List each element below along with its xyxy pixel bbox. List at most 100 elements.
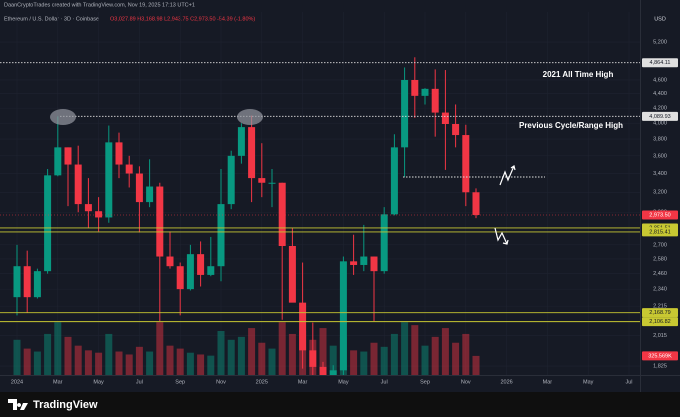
volume-bar xyxy=(237,336,245,375)
volume-bar xyxy=(197,354,205,375)
y-tick-label: 4,600 xyxy=(653,77,667,83)
volume-bar xyxy=(44,333,52,375)
candle-body xyxy=(288,245,296,303)
candle-body xyxy=(309,350,317,367)
volume-bar xyxy=(401,322,409,375)
candle-body xyxy=(33,271,41,298)
candle-body xyxy=(431,88,439,113)
level-label: 4,089.93 xyxy=(649,114,670,120)
candle-body xyxy=(115,142,123,165)
volume-bar xyxy=(115,351,123,375)
candle-body xyxy=(258,178,266,183)
candle-body xyxy=(105,142,113,218)
candle-body xyxy=(54,147,62,176)
volume-bar xyxy=(462,333,470,375)
candle-body xyxy=(156,186,164,257)
volume-bar xyxy=(156,322,164,375)
level-badge xyxy=(642,58,678,68)
ohlc: O3,027.89 H3,168.98 L2,943.75 C2,973.50 … xyxy=(110,16,255,22)
x-tick-label: Sep xyxy=(175,379,185,385)
candle-body xyxy=(176,266,184,290)
volume-bar xyxy=(350,350,358,375)
y-tick-label: 3,600 xyxy=(653,153,667,159)
y-tick-label: 3,200 xyxy=(653,190,667,196)
candle-body xyxy=(237,127,245,156)
candle-body xyxy=(227,155,235,205)
y-tick-label: 5,200 xyxy=(653,39,667,45)
logo xyxy=(8,399,28,410)
hand-arrow xyxy=(494,227,509,245)
candle-body xyxy=(217,204,225,267)
candle-body xyxy=(370,256,378,272)
level-badge xyxy=(642,308,678,318)
y-tick-label: 2,460 xyxy=(653,271,667,277)
volume-bar xyxy=(421,345,429,375)
level-badge xyxy=(642,227,678,237)
x-tick-label: 2024 xyxy=(11,379,23,385)
candle-body xyxy=(401,79,409,148)
candle-body xyxy=(421,88,429,96)
x-tick-label: Jul xyxy=(136,379,143,385)
volume-bar xyxy=(23,348,31,375)
x-tick-label: Sep xyxy=(420,379,430,385)
brand: TradingView xyxy=(33,399,98,411)
y-tick-label: 2,580 xyxy=(653,256,667,262)
candle-body xyxy=(74,164,82,205)
candle-body xyxy=(166,256,174,267)
level-badge xyxy=(642,111,678,121)
y-tick-label: 4,200 xyxy=(653,106,667,112)
volume-bar xyxy=(84,350,92,375)
volume-bar xyxy=(166,345,174,375)
volume-bar xyxy=(217,331,225,375)
candle-body xyxy=(95,211,103,218)
candle-body xyxy=(44,175,52,272)
candle-body xyxy=(472,192,480,215)
footer xyxy=(0,392,680,417)
candle-body xyxy=(207,266,215,275)
x-tick-label: Jul xyxy=(381,379,388,385)
x-tick-label: May xyxy=(583,379,594,385)
volume-bar xyxy=(146,351,154,375)
x-tick-label: 2026 xyxy=(500,379,512,385)
level-label: 2,168.79 xyxy=(649,310,670,316)
volume-bar xyxy=(380,346,388,375)
caption: DaanCryptoTrades created with TradingVie… xyxy=(4,2,195,8)
candle-body xyxy=(135,173,143,203)
volume-bar xyxy=(329,345,337,375)
volume-bar xyxy=(248,328,256,375)
volume-bar xyxy=(472,355,480,375)
y-tick-label: 2,015 xyxy=(653,333,667,339)
candle-body xyxy=(380,214,388,272)
volume-bar xyxy=(186,352,194,375)
candle-body xyxy=(268,182,276,184)
x-tick-label: Nov xyxy=(216,379,226,385)
candle-body xyxy=(360,256,368,265)
candle-body xyxy=(197,254,205,275)
level-label: 4,864.11 xyxy=(649,60,670,66)
candle-body xyxy=(64,147,72,165)
volume-bar xyxy=(95,352,103,375)
volume-bar xyxy=(74,345,82,375)
volume-bar xyxy=(288,333,296,375)
annotation: Previous Cycle/Range High xyxy=(519,121,623,130)
y-tick-label: 2,215 xyxy=(653,304,667,310)
volume-bar xyxy=(278,322,286,375)
volume-bar xyxy=(411,325,419,375)
x-tick-label: Nov xyxy=(461,379,471,385)
volume-bar xyxy=(319,328,327,375)
level-badge xyxy=(642,317,678,327)
y-tick-label: 4,400 xyxy=(653,91,667,97)
x-tick-label: Mar xyxy=(298,379,308,385)
y-tick-label: 3,800 xyxy=(653,137,667,143)
price-label: 2,973.50 xyxy=(649,212,670,218)
volume-bar xyxy=(227,339,235,375)
level-label: 2,815.41 xyxy=(649,229,670,235)
volume-bar xyxy=(13,339,21,375)
x-tick-label: 2025 xyxy=(256,379,268,385)
volume-label: 325.569K xyxy=(648,353,672,359)
volume-bar xyxy=(54,322,62,375)
candle-body xyxy=(146,186,154,203)
candle-body xyxy=(248,127,256,179)
volume-bar xyxy=(207,355,215,375)
